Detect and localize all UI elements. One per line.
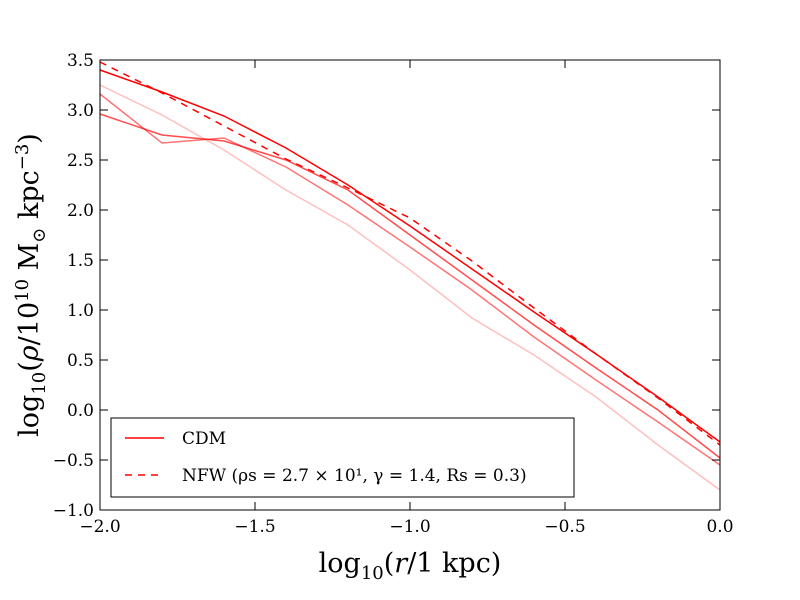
y-tick-label: 3.5 [67,51,94,71]
y-axis-title: log10(ρ/1010 M⊙ kpc−3) [12,133,50,437]
series-layer [99,61,721,491]
y-tick-label: 2.5 [67,151,94,171]
x-tick-label: −1.0 [389,517,430,537]
x-axis-title: log10(r/1 kpc) [319,548,502,584]
legend-cdm-label: CDM [182,429,226,449]
cdm-profile-line-3 [99,93,721,466]
y-tick-label: 0.0 [67,401,94,421]
legend-box [110,417,575,498]
x-tick-label: 0.0 [706,517,733,537]
y-tick-label: −1.0 [53,501,94,521]
y-tick-label: 0.5 [67,351,94,371]
legend: CDM NFW (ρs = 2.7 × 10¹, γ = 1.4, Rs = 0… [110,417,575,498]
y-tick-label: −0.5 [53,451,94,471]
x-tick-label: −2.0 [79,517,120,537]
nfw-fit-line [99,61,721,446]
legend-nfw-label: NFW (ρs = 2.7 × 10¹, γ = 1.4, Rs = 0.3) [182,466,527,486]
x-tick-label: −1.5 [234,517,275,537]
ticks-layer: −2.0 −1.5 −1.0 −0.5 0.0 −1.0 −0.5 0.0 0.5 1.0 1.5 2… [53,51,734,537]
cdm-profile-line-1 [99,69,721,443]
y-tick-label: 2.0 [67,201,94,221]
x-tick-label: −0.5 [544,517,585,537]
cdm-profile-line-4 [99,84,721,491]
cdm-profile-line-2 [99,113,721,459]
y-tick-label: 1.5 [67,251,94,271]
y-tick-label: 1.0 [67,301,94,321]
y-tick-label: 3.0 [67,101,94,121]
